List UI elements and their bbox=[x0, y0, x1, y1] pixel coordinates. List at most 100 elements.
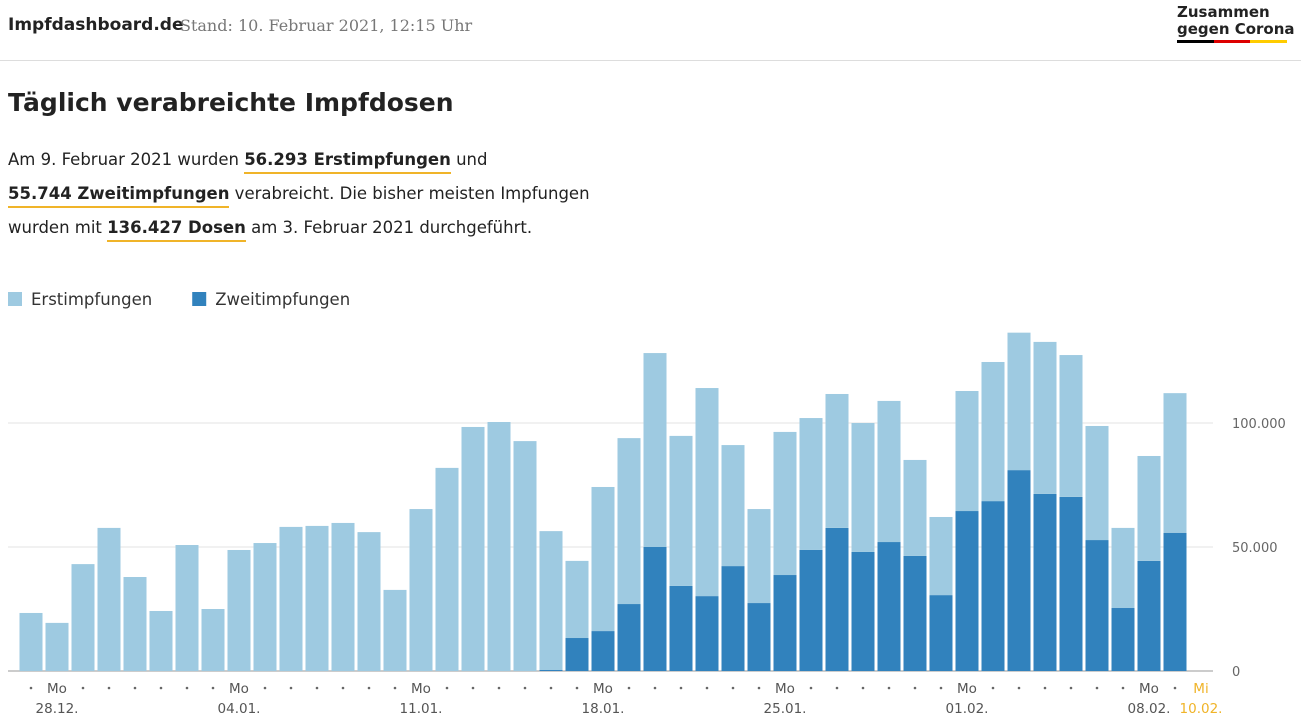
bar-segment bbox=[461, 426, 485, 671]
x-day-dot bbox=[627, 686, 631, 690]
x-day-dot bbox=[835, 686, 839, 690]
legend-swatch bbox=[8, 292, 22, 306]
legend-swatch bbox=[192, 292, 207, 306]
x-day-dot bbox=[913, 686, 917, 690]
header: Impfdashboard.de Stand: 10. Februar 2021… bbox=[0, 0, 1301, 61]
bar-segment bbox=[539, 531, 563, 671]
bar-segment bbox=[565, 560, 589, 639]
bar-segment bbox=[565, 638, 589, 671]
bar-segment bbox=[799, 549, 823, 671]
x-weekday-label: Mo bbox=[1139, 681, 1159, 697]
x-day-dot bbox=[887, 686, 891, 690]
text: am 3. Februar 2021 durchgeführt. bbox=[245, 218, 533, 237]
x-tick-label: 04.01. bbox=[218, 701, 261, 717]
bar-segment bbox=[669, 585, 693, 671]
bar-segment bbox=[409, 509, 433, 671]
x-weekday-label: Mo bbox=[411, 681, 431, 697]
x-day-dot bbox=[341, 686, 345, 690]
bar-segment bbox=[357, 532, 381, 671]
bar-segment bbox=[1033, 493, 1057, 671]
bar-segment bbox=[1111, 608, 1135, 671]
x-day-dot bbox=[471, 686, 475, 690]
x-day-dot bbox=[939, 686, 943, 690]
x-day-dot bbox=[133, 686, 137, 690]
description-line: Am 9. Februar 2021 wurden 56.293 Erstimp… bbox=[8, 143, 590, 177]
bar-segment bbox=[1085, 540, 1109, 671]
bar-segment bbox=[669, 435, 693, 586]
x-day-dot bbox=[991, 686, 995, 690]
x-day-dot bbox=[263, 686, 267, 690]
bar-segment bbox=[981, 501, 1005, 671]
bar-segment bbox=[123, 577, 147, 671]
x-day-dot bbox=[29, 686, 33, 690]
bar-segment bbox=[1033, 341, 1057, 494]
bar-segment bbox=[591, 486, 615, 632]
bar-segment bbox=[1085, 425, 1109, 541]
text: Am 9. Februar 2021 wurden bbox=[8, 150, 245, 169]
bar-segment bbox=[331, 522, 355, 671]
x-day-dot bbox=[367, 686, 371, 690]
bar-segment bbox=[643, 547, 667, 671]
bar-segment bbox=[1111, 527, 1135, 609]
x-day-dot bbox=[757, 686, 761, 690]
x-weekday-label: Mo bbox=[47, 681, 67, 697]
bar-segment bbox=[695, 388, 719, 597]
legend-label: Zweitimpfungen bbox=[215, 290, 350, 309]
x-day-dot bbox=[315, 686, 319, 690]
timestamp: Stand: 10. Februar 2021, 12:15 Uhr bbox=[180, 16, 473, 35]
bar-segment bbox=[617, 438, 641, 605]
x-tick-label: 01.02. bbox=[946, 701, 989, 717]
bar-segment bbox=[513, 441, 537, 671]
bar-segment bbox=[71, 564, 95, 671]
bar-segment bbox=[747, 509, 771, 604]
bar-segment bbox=[435, 467, 459, 671]
x-day-dot bbox=[653, 686, 657, 690]
bar-segment bbox=[201, 609, 225, 671]
x-tick-label: 11.01. bbox=[400, 701, 443, 717]
x-tick-label: 08.02. bbox=[1128, 701, 1171, 717]
x-day-dot bbox=[1069, 686, 1073, 690]
bar-segment bbox=[1007, 332, 1031, 471]
x-day-dot bbox=[81, 686, 85, 690]
bar-segment bbox=[149, 610, 173, 671]
x-day-dot bbox=[289, 686, 293, 690]
bar-segment bbox=[617, 604, 641, 671]
bar-segment bbox=[253, 543, 277, 671]
bar-segment bbox=[279, 526, 303, 671]
bar-segment bbox=[1137, 560, 1161, 671]
x-day-dot bbox=[1043, 686, 1047, 690]
highlight: 136.427 Dosen bbox=[107, 218, 246, 242]
logo-line: Zusammen bbox=[1177, 3, 1270, 21]
description: Am 9. Februar 2021 wurden 56.293 Erstimp… bbox=[8, 143, 590, 245]
bar-segment bbox=[383, 589, 407, 671]
bar-segment bbox=[591, 631, 615, 671]
bar-segment bbox=[1059, 355, 1083, 497]
site-name[interactable]: Impfdashboard.de bbox=[8, 15, 184, 35]
x-weekday-label: Mo bbox=[957, 681, 977, 697]
logo[interactable]: Zusammen gegen Corona bbox=[1177, 4, 1295, 43]
bar-segment bbox=[721, 445, 745, 567]
bar-segment bbox=[97, 527, 121, 671]
x-day-dot bbox=[549, 686, 553, 690]
bar-segment bbox=[955, 391, 979, 512]
bar-segment bbox=[851, 551, 875, 671]
bar-segment bbox=[929, 516, 953, 596]
bar-segment bbox=[45, 622, 69, 671]
bar-segment bbox=[981, 361, 1005, 502]
x-tick-label: 18.01. bbox=[582, 701, 625, 717]
bar-segment bbox=[877, 542, 901, 671]
bar-segment bbox=[487, 422, 511, 671]
bar-segment bbox=[721, 566, 745, 671]
bar-segment bbox=[227, 549, 251, 671]
x-day-dot bbox=[705, 686, 709, 690]
x-day-dot bbox=[861, 686, 865, 690]
flag bbox=[1177, 40, 1288, 43]
y-tick-label: 100.000 bbox=[1232, 417, 1286, 432]
x-day-dot bbox=[107, 686, 111, 690]
x-weekday-label: Mo bbox=[593, 681, 613, 697]
x-day-dot bbox=[185, 686, 189, 690]
legend-label: Erstimpfungen bbox=[31, 290, 152, 309]
bar-segment bbox=[929, 595, 953, 671]
x-weekday-label: Mo bbox=[229, 681, 249, 697]
